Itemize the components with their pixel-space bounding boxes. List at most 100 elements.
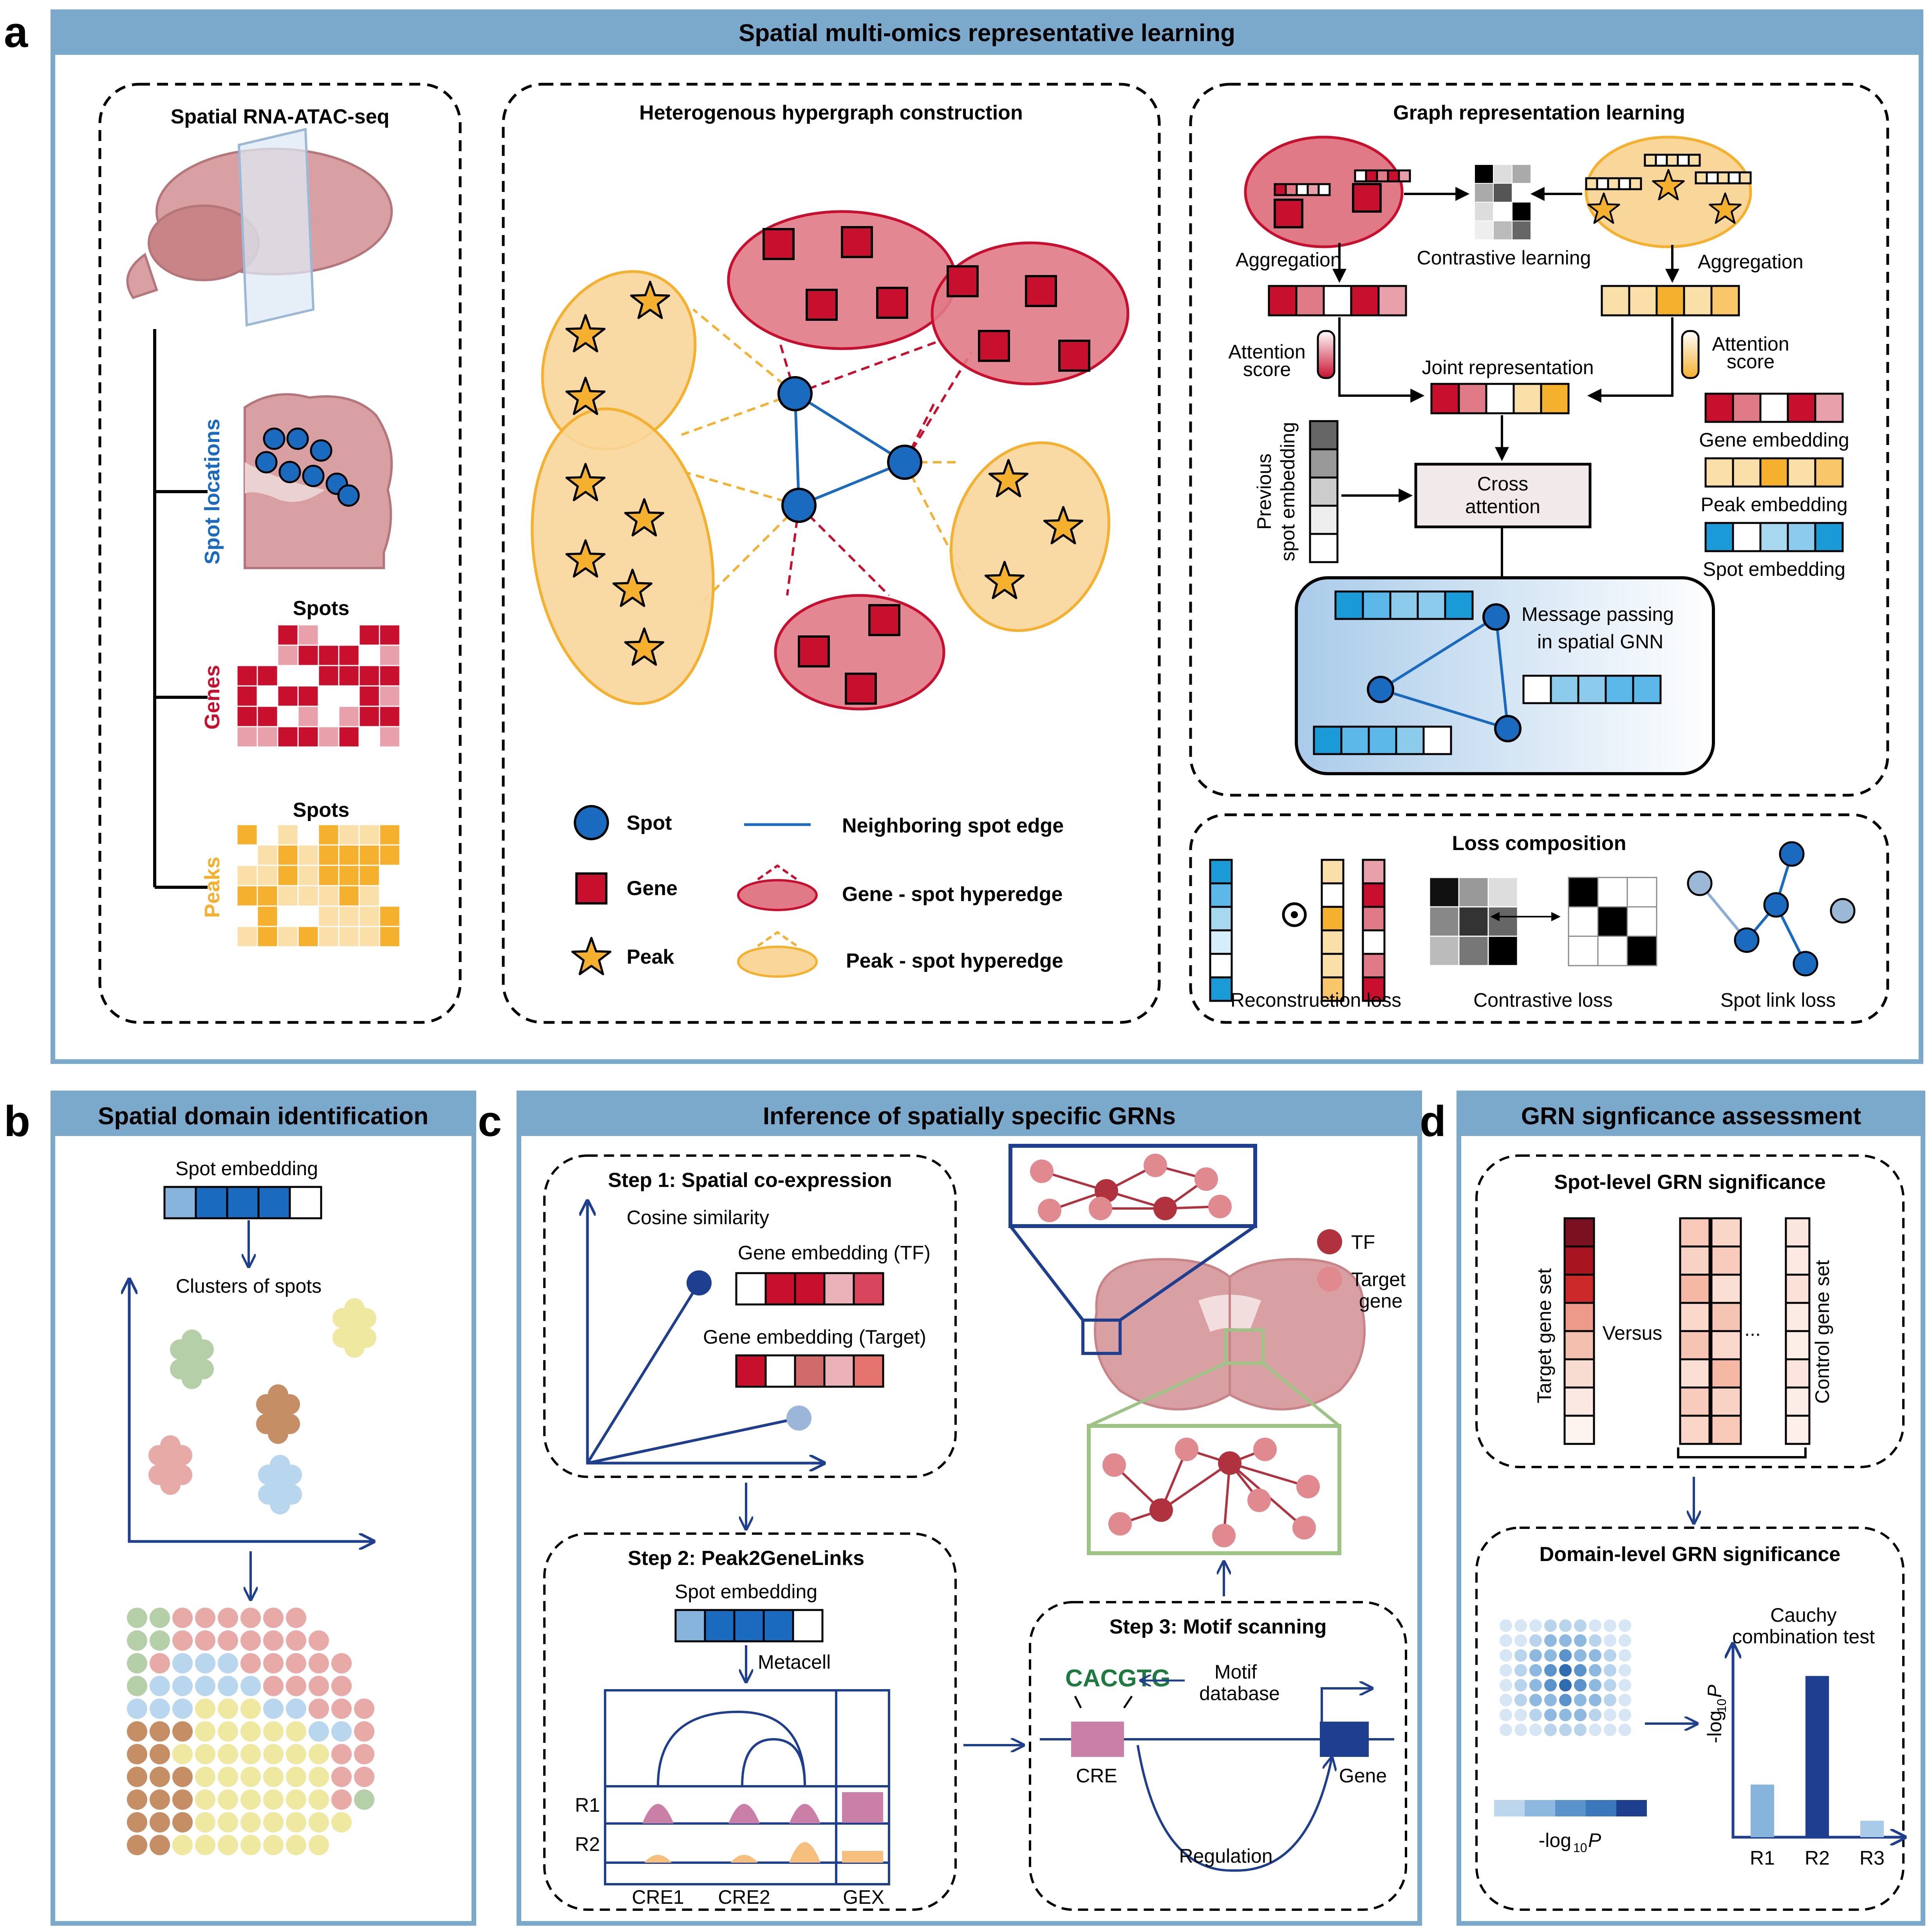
gene-matrix-cell	[277, 624, 299, 646]
cross-attention-box	[1414, 463, 1592, 528]
legend-gene-hyperedge: Gene - spot hyperedge	[842, 883, 1063, 906]
scale-swatch	[1494, 1800, 1525, 1816]
bar-label-R1: R1	[1750, 1847, 1775, 1869]
grl-peak-mini-cell	[1706, 171, 1719, 185]
domain-spot	[286, 1744, 306, 1764]
legend-peak-hyperedge: Peak - spot hyperedge	[846, 950, 1063, 972]
contrastive-b-cell	[1626, 906, 1657, 937]
contrastive-matrix-cell	[1512, 183, 1531, 203]
attention-bar-left	[1317, 330, 1335, 379]
domain-spot	[127, 1676, 147, 1696]
cluster-spot	[344, 1298, 365, 1319]
panel-c-letter: c	[478, 1097, 502, 1145]
attention-score-left-1: Attention	[1228, 341, 1305, 363]
contrastive-b-cell	[1597, 935, 1628, 966]
domain-spot	[354, 1744, 374, 1764]
mp-vec-bottom-cell	[1368, 725, 1397, 755]
peak-matrix-cell	[236, 905, 258, 927]
control-set-1-cell	[1679, 1245, 1711, 1276]
b-emb-cell	[226, 1186, 260, 1219]
contrastive-matrix-cell	[1474, 221, 1494, 240]
grn-node	[1218, 1451, 1241, 1475]
domain-dot	[1619, 1709, 1631, 1721]
versus-label: Versus	[1603, 1322, 1663, 1344]
domain-dot	[1500, 1649, 1512, 1662]
control-set-3-cell	[1785, 1415, 1811, 1445]
mp-vec-bottom-cell	[1340, 725, 1370, 755]
domain-spot	[218, 1789, 238, 1810]
domain-spot	[172, 1630, 193, 1651]
contrastive-a-cell	[1487, 906, 1518, 937]
scale-p: P	[1588, 1829, 1601, 1851]
domain-dot	[1619, 1694, 1631, 1706]
odot-symbol	[1282, 902, 1307, 927]
control-set-2-cell	[1710, 1330, 1742, 1360]
control-set-3-cell	[1785, 1274, 1811, 1304]
gene-hyperedge-line	[778, 340, 796, 394]
agg-peak-cell	[1655, 285, 1685, 317]
domain-spot	[286, 1812, 306, 1833]
target-gene-set-label: Target gene set	[1533, 1268, 1555, 1404]
grl-gene-square-2	[1352, 183, 1382, 213]
grn-node	[1292, 1516, 1316, 1539]
domain-spot	[195, 1699, 215, 1719]
legend-peak-icon	[573, 938, 611, 974]
gene-matrix-cell	[297, 685, 319, 707]
r1-label: R1	[575, 1794, 600, 1816]
gene-matrix-cell	[297, 726, 319, 748]
cauchy-neglog: -log	[1704, 1711, 1726, 1743]
domain-spot	[195, 1767, 215, 1787]
domain-spot	[195, 1630, 215, 1651]
control-set-2-cell	[1710, 1217, 1742, 1248]
domain-spot	[263, 1721, 284, 1742]
domain-level-title: Domain-level GRN significance	[1540, 1543, 1841, 1566]
spot-locations-dots	[255, 427, 360, 507]
contrastive-matrix-cell	[1512, 164, 1531, 184]
legend-peak-hyper-icon	[737, 946, 818, 978]
grl-peak-mini-cell	[1644, 154, 1657, 167]
legend-target-1: Target	[1351, 1268, 1406, 1290]
mp-node	[1482, 603, 1510, 631]
spots-label-peaks: Spots	[293, 799, 349, 821]
domain-spot	[218, 1812, 238, 1833]
grn-node	[1208, 1195, 1232, 1218]
mp-vec-bottom-cell	[1313, 725, 1343, 755]
gene-matrix-cell	[257, 644, 278, 666]
peak-matrix-cell	[257, 824, 278, 846]
domain-dot	[1544, 1634, 1557, 1647]
spot-location-dot	[310, 439, 333, 462]
domain-dot	[1529, 1619, 1542, 1632]
target-set-cell	[1563, 1245, 1595, 1276]
target-set-cell	[1563, 1358, 1595, 1389]
gene-matrix-cell	[318, 685, 340, 707]
recon-gene-cell	[1362, 976, 1386, 1002]
peak-matrix-cell	[277, 926, 299, 948]
legend-peak: Peak	[627, 946, 674, 968]
domain-spot	[240, 1767, 261, 1787]
domain-spot	[150, 1653, 170, 1673]
contrastive-a-cell	[1429, 935, 1460, 966]
prev-emb-cell	[1309, 476, 1339, 507]
embedding-legend	[1704, 393, 1844, 552]
peak-matrix-cell	[318, 824, 340, 846]
gene-hyperedge-ellipse	[931, 241, 1129, 385]
contrastive-a-cell	[1487, 877, 1518, 908]
spot-location-dot	[255, 451, 278, 474]
gene-hyperedge-line	[794, 340, 941, 395]
peak-matrix-cell	[318, 865, 340, 886]
grl-gene-mini-cell	[1296, 183, 1309, 196]
b-emb-cell	[289, 1186, 322, 1219]
b-emb-cell	[163, 1186, 197, 1219]
legend-tf-dot	[1317, 1229, 1342, 1254]
control-set-2-cell	[1710, 1245, 1742, 1276]
step1-vectors	[735, 1272, 884, 1388]
grn-node	[1175, 1438, 1198, 1461]
domain-spot	[172, 1767, 193, 1787]
grl-gene-mini-bars	[1274, 169, 1411, 196]
bar-chart-axes	[1733, 1645, 1903, 1837]
gene-matrix-cell	[236, 706, 258, 727]
domain-dot	[1574, 1694, 1587, 1706]
peak-matrix-cell	[379, 885, 401, 907]
recon-peak-cell	[1321, 882, 1344, 908]
gene-matrix-cell	[257, 685, 278, 707]
